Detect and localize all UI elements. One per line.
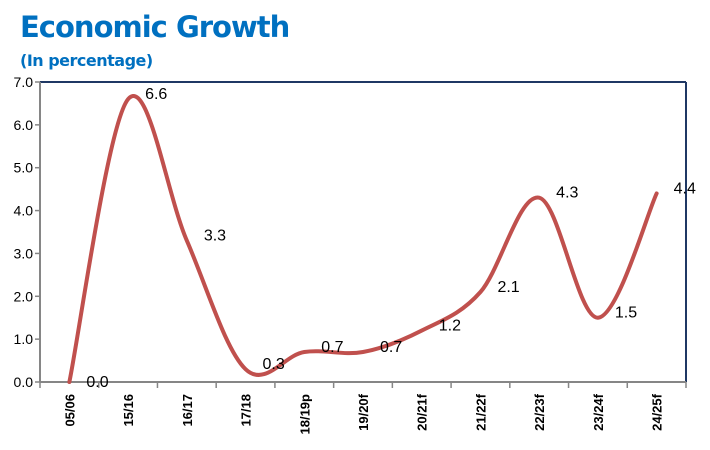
data-label: 3.3 <box>204 228 226 245</box>
x-tick-label: 20/21f <box>415 393 430 431</box>
chart-subtitle: (In percentage) <box>20 51 153 70</box>
x-tick-label: 24/25f <box>650 393 665 431</box>
data-label: 6.6 <box>145 86 167 103</box>
y-tick-label: 3.0 <box>14 245 34 261</box>
series-line <box>67 94 659 384</box>
data-label: 4.4 <box>674 180 696 197</box>
y-tick-label: 6.0 <box>14 117 34 133</box>
y-tick-label: 5.0 <box>14 160 34 176</box>
x-tick-label: 15/16 <box>121 394 136 427</box>
x-tick-label: 16/17 <box>180 394 195 427</box>
x-tick-label: 21/22f <box>473 393 488 431</box>
x-tick-label: 05/06 <box>62 394 77 427</box>
data-label: 0.7 <box>321 339 343 356</box>
y-tick-label: 7.0 <box>14 74 34 90</box>
y-tick-label: 1.0 <box>14 331 34 347</box>
data-label: 1.5 <box>615 305 637 322</box>
data-label: 4.3 <box>556 185 578 202</box>
y-tick-label: 4.0 <box>14 203 34 219</box>
y-tick-label: 2.0 <box>14 288 34 304</box>
data-label: 0.3 <box>263 356 285 373</box>
x-tick-label: 22/23f <box>532 393 547 431</box>
x-tick-label: 23/24f <box>591 393 606 431</box>
chart-title: Economic Growth <box>20 10 290 44</box>
x-tick-label: 18/19p <box>297 394 312 435</box>
x-tick-label: 19/20f <box>356 393 371 431</box>
data-label: 0.0 <box>86 374 108 391</box>
data-label: 0.7 <box>380 339 402 356</box>
data-label: 1.2 <box>439 318 461 335</box>
x-tick-label: 17/18 <box>239 394 254 427</box>
y-tick-label: 0.0 <box>14 374 34 390</box>
data-label: 2.1 <box>497 279 519 296</box>
